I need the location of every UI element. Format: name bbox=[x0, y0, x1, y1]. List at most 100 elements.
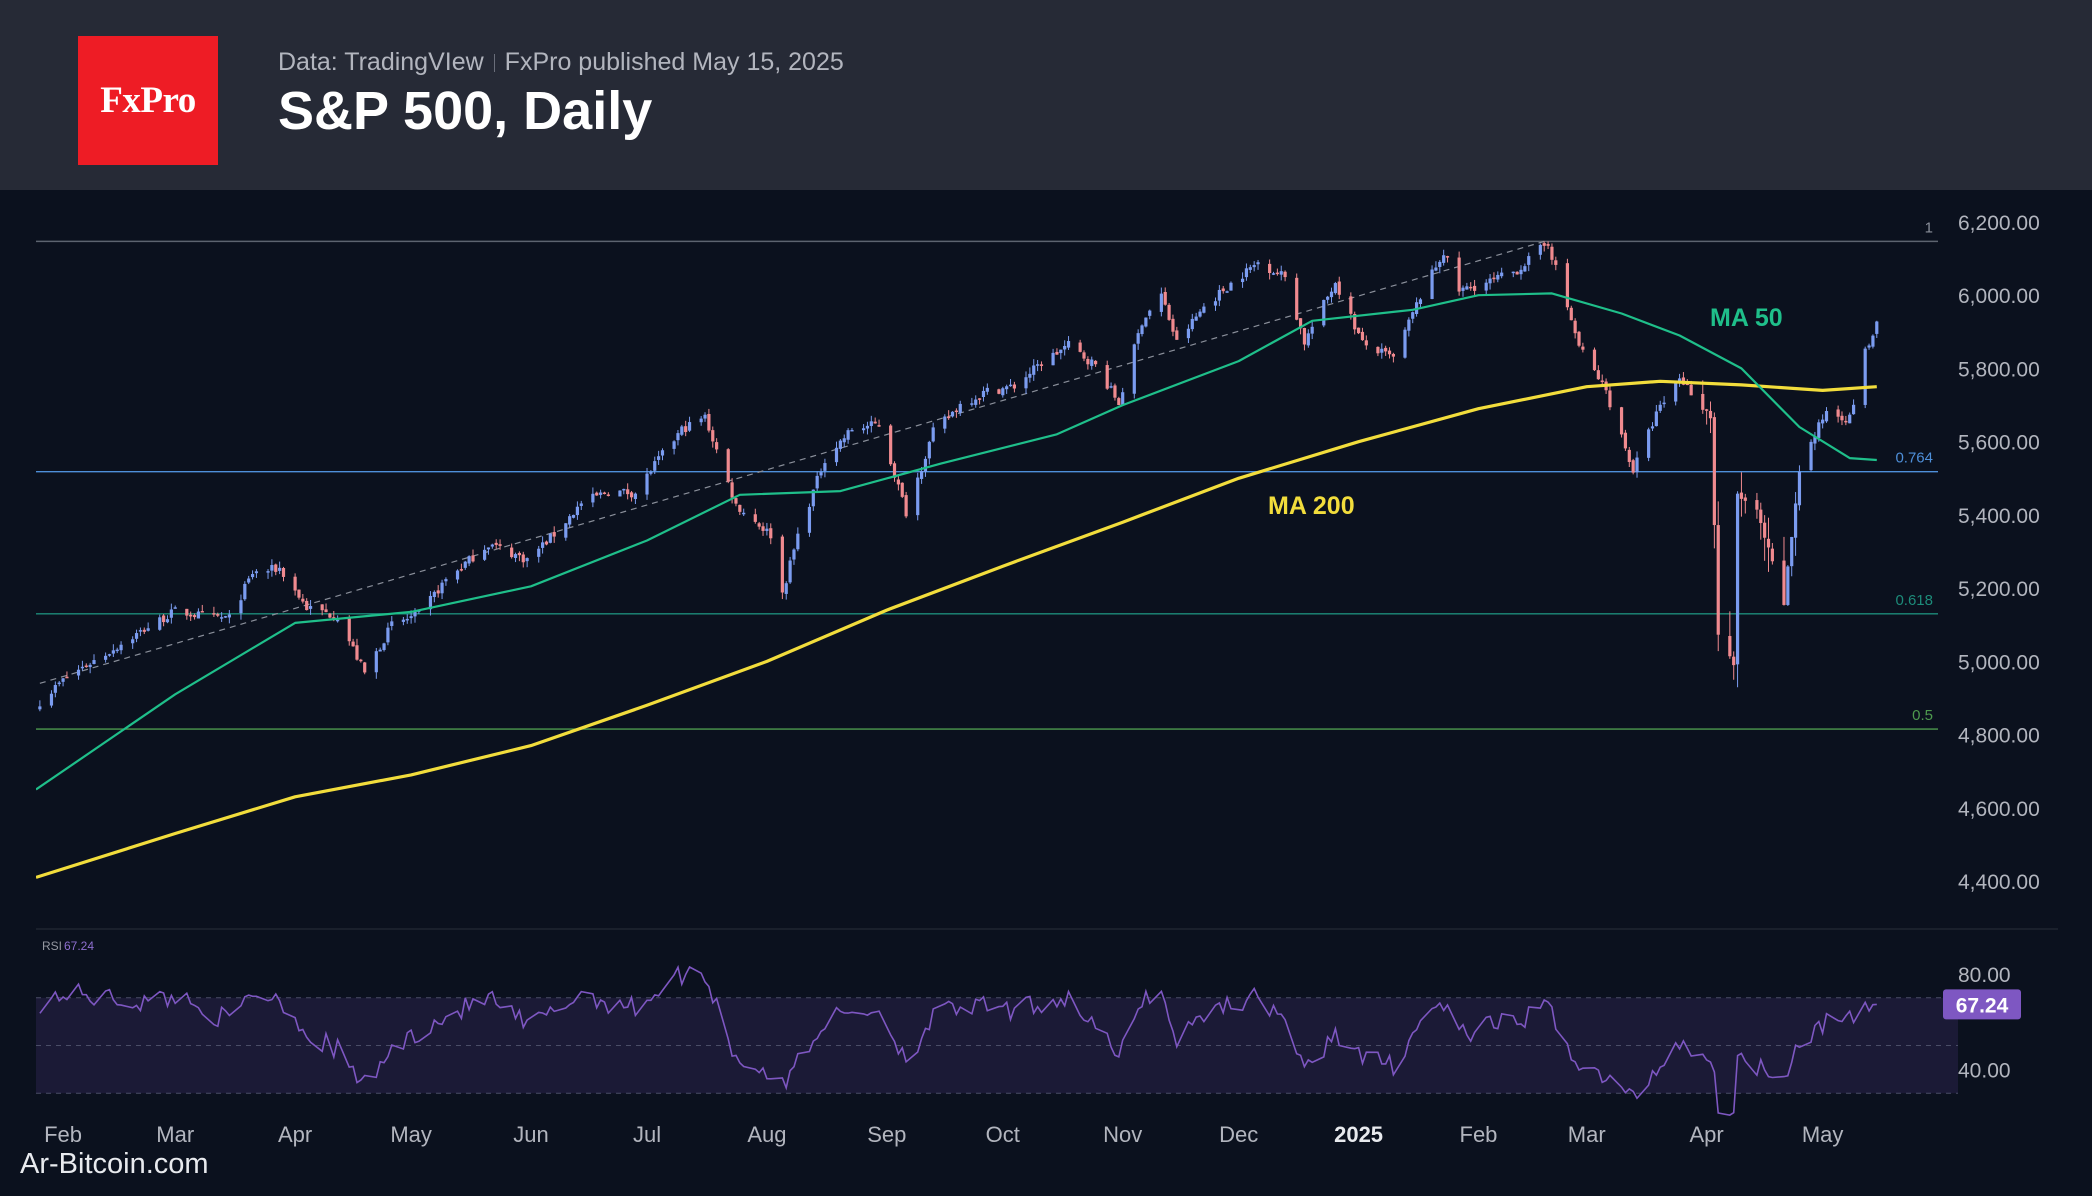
candle-body bbox=[1403, 329, 1407, 358]
candle-body bbox=[1635, 457, 1639, 473]
candle-body bbox=[1728, 636, 1732, 657]
candle-body bbox=[1546, 244, 1550, 246]
candle-body bbox=[1817, 422, 1821, 438]
candle-body bbox=[889, 425, 893, 465]
candle-body bbox=[1221, 288, 1225, 292]
candle-body bbox=[1202, 306, 1206, 313]
candle-body bbox=[162, 615, 166, 623]
candle-body bbox=[200, 611, 204, 613]
x-tick-label: Nov bbox=[1103, 1122, 1142, 1147]
candle-body bbox=[761, 526, 765, 531]
candle-body bbox=[1763, 522, 1767, 538]
candle-body bbox=[684, 426, 688, 433]
rsi-value-label: 67.24 bbox=[64, 939, 94, 953]
candle-body bbox=[900, 482, 904, 497]
y-tick-label: 4,400.00 bbox=[1958, 871, 2040, 894]
candle-body bbox=[1658, 404, 1662, 411]
candle-body bbox=[308, 606, 313, 609]
candle-body bbox=[513, 554, 518, 558]
candle-body bbox=[80, 666, 85, 669]
candle-body bbox=[753, 514, 757, 522]
x-tick-label: Dec bbox=[1219, 1122, 1258, 1147]
candle-body bbox=[544, 541, 549, 545]
candle-body bbox=[1430, 269, 1434, 299]
candle-body bbox=[409, 616, 413, 619]
source-line: Data: TradingVIew FxPro published May 15,… bbox=[278, 48, 844, 77]
candle-body bbox=[1310, 326, 1314, 334]
candle-body bbox=[1577, 331, 1581, 346]
fib-level-label: 0.5 bbox=[1912, 707, 1933, 724]
candle-body bbox=[687, 422, 692, 431]
candle-body bbox=[1298, 318, 1303, 329]
x-tick-label: Aug bbox=[747, 1122, 786, 1147]
candle-body bbox=[1461, 287, 1465, 291]
candle-body bbox=[1442, 255, 1446, 263]
x-tick-label: Sep bbox=[867, 1122, 906, 1147]
candle-body bbox=[1523, 266, 1527, 272]
ma50-label: MA 50 bbox=[1710, 304, 1783, 332]
candle-body bbox=[769, 528, 773, 539]
candle-body bbox=[1797, 471, 1802, 506]
candle-body bbox=[1739, 492, 1744, 499]
candle-body bbox=[1090, 359, 1094, 366]
candle-body bbox=[192, 615, 197, 618]
candle-body bbox=[1302, 327, 1307, 345]
candle-body bbox=[622, 488, 626, 491]
fxpro-logo: FxPro bbox=[78, 36, 218, 165]
candle-body bbox=[363, 662, 367, 673]
candle-body bbox=[57, 682, 61, 685]
candle-body bbox=[1190, 318, 1194, 330]
candle-body bbox=[711, 430, 715, 442]
candle-body bbox=[196, 611, 201, 619]
candle-body bbox=[1229, 282, 1233, 291]
candle-body bbox=[455, 570, 460, 580]
candle-body bbox=[657, 456, 661, 460]
candle-body bbox=[223, 616, 228, 618]
candle-body bbox=[53, 685, 57, 693]
candle-body bbox=[792, 549, 796, 560]
candle-body bbox=[1012, 384, 1017, 389]
candle-body bbox=[1488, 278, 1492, 284]
candle-body bbox=[815, 475, 819, 489]
candle-body bbox=[328, 613, 332, 618]
candle-body bbox=[1542, 243, 1546, 246]
candle-body bbox=[359, 659, 363, 662]
candle-body bbox=[1306, 333, 1310, 346]
candle-body bbox=[571, 514, 576, 518]
candle-body bbox=[606, 494, 610, 496]
candle-body bbox=[1654, 411, 1658, 427]
candle-body bbox=[916, 477, 920, 516]
candle-body bbox=[401, 619, 405, 622]
candle-body bbox=[1380, 348, 1384, 353]
candle-body bbox=[1519, 269, 1523, 275]
candle-body bbox=[498, 544, 502, 546]
candle-body bbox=[1279, 271, 1283, 275]
candle-body bbox=[1689, 384, 1693, 396]
candle-body bbox=[459, 569, 463, 571]
candle-body bbox=[266, 571, 270, 573]
y-tick-label: 4,800.00 bbox=[1958, 725, 2040, 748]
candle-body bbox=[1627, 449, 1631, 462]
candle-body bbox=[169, 609, 173, 618]
candle-body bbox=[1136, 333, 1140, 344]
published-date: FxPro published May 15, 2025 bbox=[504, 48, 844, 76]
candle-body bbox=[1105, 365, 1109, 389]
candle-body bbox=[1186, 328, 1191, 339]
candle-body bbox=[88, 664, 92, 668]
candle-body bbox=[227, 614, 231, 618]
candle-body bbox=[1113, 385, 1117, 398]
y-tick-label: 5,400.00 bbox=[1958, 505, 2040, 528]
candle-body bbox=[1457, 257, 1461, 292]
candle-body bbox=[1117, 398, 1121, 406]
candle-body bbox=[1438, 261, 1442, 268]
x-tick-label: Apr bbox=[1690, 1122, 1724, 1147]
candle-body bbox=[1766, 538, 1771, 548]
candle-body bbox=[351, 641, 355, 647]
candle-body bbox=[1809, 441, 1813, 471]
candle-body bbox=[1326, 296, 1330, 300]
candle-body bbox=[1844, 420, 1848, 423]
candle-body bbox=[490, 544, 494, 547]
x-tick-label: May bbox=[1802, 1122, 1844, 1147]
candle-body bbox=[1596, 370, 1600, 380]
